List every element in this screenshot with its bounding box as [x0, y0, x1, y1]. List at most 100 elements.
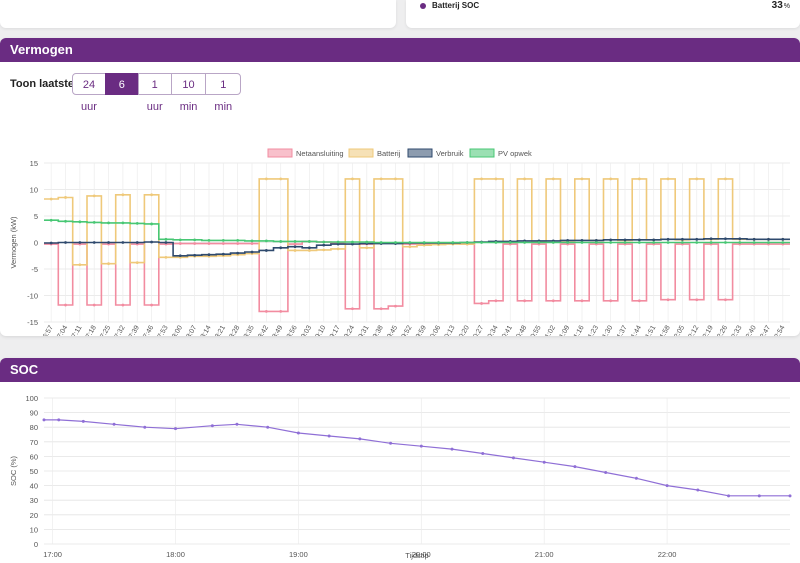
- data-point: [293, 245, 297, 249]
- battery-soc-row: Batterij SOC 33%: [420, 0, 790, 14]
- data-point: [573, 465, 577, 469]
- data-point: [752, 237, 756, 241]
- y-tick-label: 60: [30, 452, 38, 461]
- data-point: [150, 303, 153, 307]
- data-point: [178, 238, 182, 242]
- range-button-6-uur[interactable]: 6 uur: [104, 73, 139, 113]
- x-tick-label: 18:07: [184, 324, 199, 336]
- x-tick-label: 19:10: [313, 324, 328, 336]
- y-tick-label: -15: [27, 318, 38, 327]
- data-point: [135, 261, 139, 265]
- data-point: [92, 220, 96, 224]
- x-tick-label: 22:00: [658, 550, 677, 559]
- data-point: [92, 194, 96, 198]
- x-tick-label: 20:55: [528, 324, 543, 336]
- series-line: [44, 240, 790, 313]
- data-point: [665, 484, 669, 488]
- data-point: [609, 299, 613, 303]
- series-pv-opwek: [44, 218, 790, 244]
- data-point: [235, 422, 239, 426]
- range-button-10-min[interactable]: 10 min: [170, 73, 207, 113]
- range-button-24-uur[interactable]: 24 uur: [72, 73, 106, 113]
- data-point: [279, 246, 283, 250]
- data-point: [604, 470, 608, 474]
- x-tick-label: 21:02: [542, 324, 557, 336]
- y-tick-label: 40: [30, 482, 38, 491]
- x-tick-label: 20:00: [412, 550, 431, 559]
- x-tick-label: 17:46: [141, 324, 156, 336]
- data-point: [221, 242, 225, 245]
- battery-soc-dot-icon: [420, 3, 426, 9]
- data-point: [580, 299, 584, 303]
- x-tick-label: 16:57: [40, 324, 55, 336]
- data-point: [623, 241, 627, 244]
- x-tick-label: 17:04: [54, 324, 69, 336]
- data-point: [781, 237, 785, 241]
- data-point: [264, 310, 268, 313]
- data-point: [696, 488, 700, 492]
- data-point: [64, 241, 67, 244]
- x-tick-label: 18:42: [255, 324, 270, 336]
- data-point: [480, 177, 483, 181]
- data-point: [542, 460, 546, 464]
- x-tick-label: 21:58: [657, 324, 672, 336]
- data-point: [609, 177, 613, 181]
- data-point: [389, 441, 393, 445]
- data-point: [652, 241, 656, 244]
- y-tick-label: 0: [34, 540, 38, 549]
- y-tick-label: 70: [30, 438, 38, 447]
- data-point: [49, 197, 53, 201]
- data-point: [681, 237, 684, 241]
- data-point: [394, 177, 397, 181]
- data-point: [757, 494, 761, 498]
- data-point: [92, 303, 96, 307]
- data-point: [150, 193, 153, 197]
- data-point: [709, 241, 713, 244]
- x-tick-label: 18:00: [166, 550, 185, 559]
- soc-panel: SOC 0 10 20 30 40 50 60 70 80 90 100 17:00 18:00 19:0…: [0, 358, 800, 563]
- data-point: [437, 241, 440, 244]
- data-point: [494, 299, 498, 303]
- legend-label: Batterij: [377, 149, 401, 158]
- legend-swatch: [469, 148, 495, 158]
- data-point: [279, 240, 283, 243]
- data-point: [121, 221, 125, 225]
- data-point: [480, 241, 483, 244]
- x-tick-label: 18:56: [284, 324, 299, 336]
- vermogen-panel: Vermogen Toon laatste: 24 uur 6 uur 1 uur 1…: [0, 38, 800, 336]
- data-point: [408, 241, 412, 244]
- legend-swatch: [267, 148, 293, 158]
- data-point: [695, 237, 699, 241]
- data-point: [121, 241, 125, 244]
- data-point: [623, 238, 627, 242]
- data-point: [92, 241, 96, 244]
- power-chart: Netaansluiting Batterij Verbruik PV opwek 15…: [9, 148, 790, 336]
- y-tick-label: 10: [30, 186, 38, 195]
- data-point: [250, 239, 254, 243]
- data-point: [49, 218, 53, 222]
- x-tick-label: 21:51: [643, 324, 658, 336]
- data-point: [135, 241, 139, 244]
- range-button-1-min[interactable]: 1 min: [205, 73, 242, 113]
- data-point: [738, 237, 742, 241]
- data-point: [64, 303, 67, 307]
- data-point: [221, 252, 225, 256]
- x-tick-label: 22:33: [729, 324, 744, 336]
- x-axis-label: Tijdstip: [405, 551, 428, 560]
- data-point: [666, 237, 670, 241]
- data-point: [709, 237, 713, 241]
- data-point: [609, 238, 613, 242]
- data-point: [236, 242, 240, 245]
- y-tick-label: 0: [34, 239, 38, 248]
- data-point: [336, 242, 340, 246]
- data-point: [193, 253, 197, 257]
- series-line: [44, 178, 790, 266]
- top-left-card: [0, 0, 396, 28]
- data-point: [279, 310, 283, 313]
- range-button-1-uur[interactable]: 1 uur: [137, 73, 172, 113]
- data-point: [293, 249, 297, 252]
- data-point: [336, 247, 340, 251]
- x-tick-label: 21:23: [585, 324, 600, 336]
- x-tick-label: 19:31: [356, 324, 371, 336]
- soc-chart: 0 10 20 30 40 50 60 70 80 90 100 17:00 18:00 19:00 20:…: [9, 394, 792, 560]
